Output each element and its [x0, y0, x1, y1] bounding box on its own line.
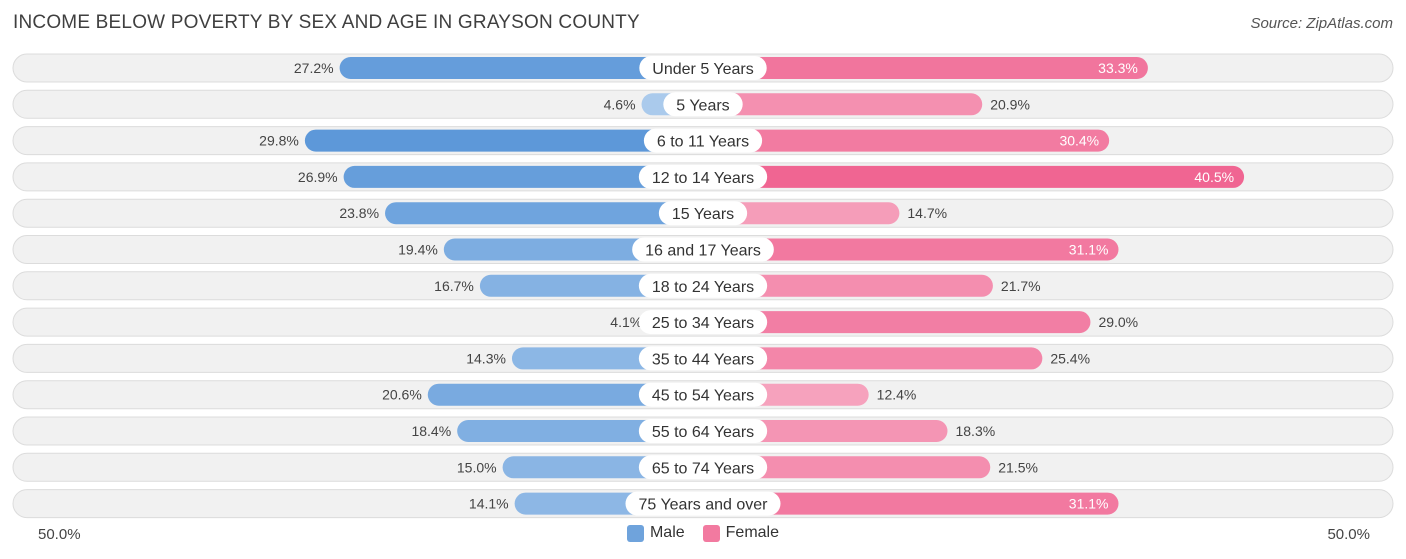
value-label-male: 16.7%: [434, 278, 474, 294]
category-label-pill: [638, 382, 768, 407]
legend-item-male: Male: [626, 524, 685, 542]
category-label: 45 to 54 Years: [652, 388, 754, 405]
bar-female: [703, 311, 1091, 334]
category-label-pill: [638, 310, 768, 335]
axis-right-label: 50.0%: [1327, 526, 1370, 543]
bar-female: [703, 93, 983, 116]
value-label-female: 40.5%: [1194, 169, 1234, 185]
value-label-female: 21.7%: [1001, 278, 1041, 294]
legend-item-female: Female: [702, 524, 780, 542]
bar-female: [703, 57, 1148, 79]
category-label: 25 to 34 Years: [652, 315, 754, 332]
value-label-male: 4.1%: [610, 314, 642, 330]
value-label-male: 26.9%: [298, 169, 338, 185]
bar-female: [703, 165, 1245, 188]
diverging-bar-chart: 27.2% 33.3% Under 5 Years 4.6% 20.9% 5 Years 2…: [12, 53, 1394, 519]
category-label: 65 to 74 Years: [652, 460, 754, 477]
bar-male: [343, 165, 703, 188]
category-label: 16 and 17 Years: [645, 243, 761, 260]
category-label-pill: [632, 237, 774, 262]
category-label-pill: [663, 92, 743, 117]
value-label-male: 23.8%: [339, 205, 379, 221]
value-label-male: 20.6%: [382, 387, 422, 403]
category-label: 75 Years and over: [639, 497, 769, 514]
value-label-male: 27.2%: [294, 60, 334, 76]
category-label-pill: [643, 128, 763, 153]
value-label-female: 14.7%: [907, 205, 947, 221]
bar-female: [703, 238, 1119, 261]
value-label-female: 31.1%: [1069, 496, 1109, 512]
category-label: Under 5 Years: [652, 61, 753, 78]
chart-title: INCOME BELOW POVERTY BY SEX AND AGE IN G…: [13, 12, 640, 33]
value-label-female: 12.4%: [877, 387, 917, 403]
bar-female: [703, 456, 991, 479]
value-label-female: 21.5%: [998, 459, 1038, 475]
category-label: 55 to 64 Years: [652, 424, 754, 441]
value-label-male: 19.4%: [398, 242, 438, 258]
value-label-female: 20.9%: [990, 96, 1030, 112]
bar-female: [703, 347, 1043, 370]
category-label: 6 to 11 Years: [657, 134, 749, 151]
category-label-pill: [638, 455, 768, 480]
category-label-pill: [638, 419, 768, 443]
axis-left-label: 50.0%: [38, 526, 81, 543]
category-label-pill: [638, 346, 768, 371]
bar-male: [339, 57, 703, 79]
value-label-male: 15.0%: [457, 459, 497, 475]
value-label-male: 14.3%: [466, 350, 506, 366]
bar-male: [385, 202, 703, 225]
bar-male: [304, 129, 703, 152]
value-label-male: 29.8%: [259, 133, 299, 149]
value-label-female: 31.1%: [1069, 242, 1109, 258]
category-label: 12 to 14 Years: [652, 170, 754, 187]
bar-female: [703, 202, 900, 225]
bar-female: [703, 274, 993, 297]
category-label-pill: [638, 164, 768, 189]
category-label-pill: [639, 56, 767, 80]
value-label-male: 14.1%: [469, 496, 509, 512]
value-label-female: 33.3%: [1098, 60, 1138, 76]
bar-male: [427, 383, 703, 406]
category-label-pill: [625, 491, 781, 516]
value-label-male: 4.6%: [604, 96, 636, 112]
category-label-pill: [638, 273, 768, 298]
category-label-pill: [658, 201, 748, 226]
category-label: 5 Years: [676, 97, 729, 114]
chart-source: Source: ZipAtlas.com: [1250, 15, 1393, 32]
category-label: 35 to 44 Years: [652, 351, 754, 368]
legend-swatch-male: [626, 524, 644, 542]
bar-female: [703, 492, 1119, 515]
value-label-female: 29.0%: [1098, 314, 1138, 330]
value-label-female: 30.4%: [1059, 133, 1099, 149]
category-label: 15 Years: [672, 206, 734, 223]
value-label-female: 18.3%: [955, 423, 995, 439]
category-label: 18 to 24 Years: [652, 279, 754, 296]
bar-female: [703, 129, 1110, 152]
value-label-male: 18.4%: [411, 423, 451, 439]
legend-label-female: Female: [725, 524, 780, 541]
legend: Male Female: [0, 524, 1406, 542]
legend-label-male: Male: [649, 524, 685, 541]
legend-swatch-female: [702, 524, 720, 542]
value-label-female: 25.4%: [1050, 350, 1090, 366]
